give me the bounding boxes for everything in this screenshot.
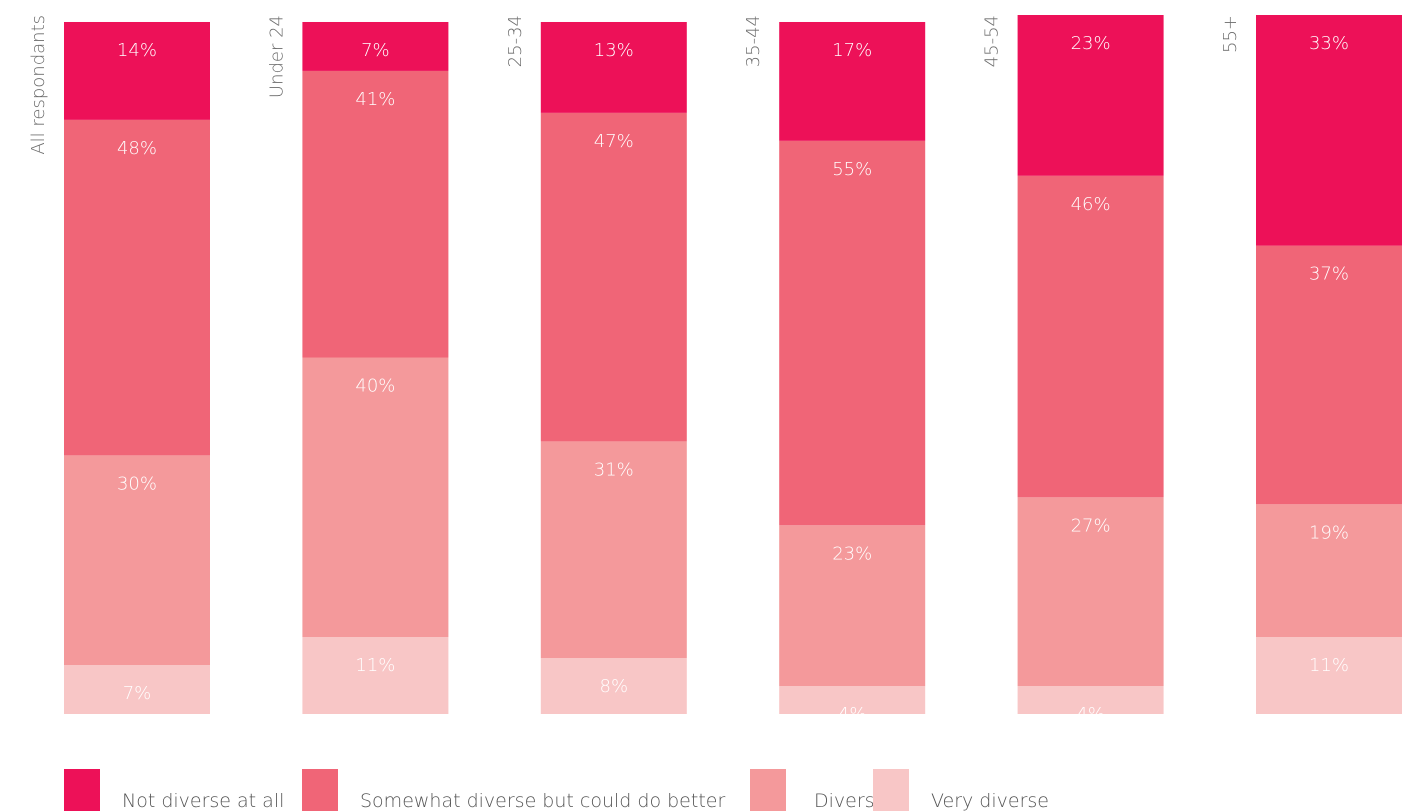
legend-swatch (302, 769, 338, 811)
category-label: 25-34 (505, 15, 526, 67)
value-label: 31% (594, 459, 634, 480)
legend-label: Very diverse (931, 790, 1049, 811)
value-label: 7% (123, 683, 152, 704)
value-label: 4% (1076, 704, 1105, 725)
category-label: All respondants (28, 15, 49, 155)
bar-segment (64, 119, 210, 456)
value-label: 47% (594, 131, 634, 152)
value-label: 4% (838, 704, 867, 725)
value-label: 13% (594, 40, 634, 61)
bar-segment (779, 525, 926, 687)
category-label: 55+ (1220, 15, 1241, 53)
value-label: 33% (1309, 33, 1349, 54)
legend-label: Somewhat diverse but could do better (360, 790, 725, 811)
value-label: 23% (1071, 33, 1111, 54)
bar-segment (302, 357, 449, 638)
legend-label: Diverse (814, 790, 886, 811)
value-label: 7% (361, 40, 390, 61)
bar-segment (1017, 175, 1164, 498)
value-label: 30% (117, 473, 157, 494)
bar-segment (779, 140, 926, 526)
bar-segment (540, 658, 687, 714)
value-label: 11% (355, 655, 395, 676)
value-label: 55% (832, 159, 872, 180)
bar-segment (1017, 15, 1164, 176)
bar-segment (64, 665, 210, 714)
bar-segment (1256, 637, 1402, 714)
bar-segment (64, 21, 210, 120)
bar-segment (1256, 504, 1402, 638)
bar-segment (1017, 686, 1164, 714)
legend-label: Not diverse at all (122, 790, 284, 811)
bar-segment (64, 455, 210, 666)
legend-swatch (64, 769, 100, 811)
bar-segment (540, 21, 687, 113)
value-label: 8% (600, 676, 629, 697)
value-label: 48% (117, 138, 157, 159)
bar-segment (1256, 245, 1402, 505)
bar-segment (779, 686, 926, 714)
value-label: 40% (355, 376, 395, 397)
value-label: 14% (117, 40, 157, 61)
category-label: 45-54 (982, 15, 1003, 67)
bar-segment (540, 441, 687, 659)
category-label: Under 24 (266, 15, 287, 98)
legend-swatch (750, 769, 786, 811)
value-label: 41% (355, 89, 395, 110)
value-label: 11% (1309, 655, 1349, 676)
bar-segment (1017, 497, 1164, 687)
value-label: 37% (1309, 264, 1349, 285)
bar-segment (302, 21, 449, 71)
value-label: 27% (1071, 515, 1111, 536)
bar-segment (302, 637, 449, 714)
bar-segment (1256, 15, 1402, 246)
bar-segment (779, 21, 926, 141)
value-label: 17% (832, 40, 872, 61)
bar-segment (540, 112, 687, 442)
value-label: 19% (1309, 522, 1349, 543)
bar-segment (302, 70, 449, 358)
category-label: 35-44 (743, 15, 764, 67)
legend-swatch (873, 769, 909, 811)
value-label: 23% (832, 543, 872, 564)
value-label: 46% (1071, 194, 1111, 215)
